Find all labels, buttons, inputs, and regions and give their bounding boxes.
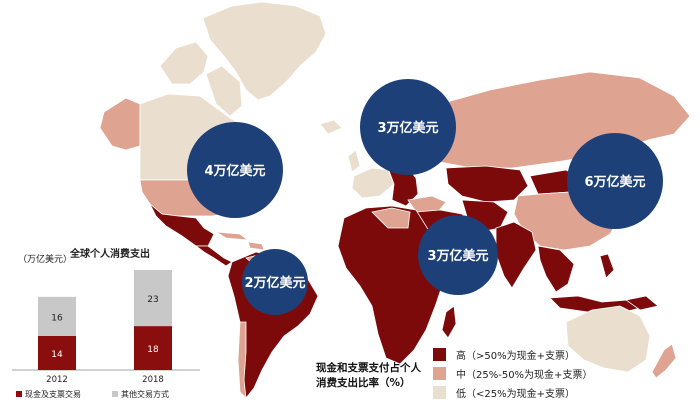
bar-value-label: 18 xyxy=(147,345,159,355)
legend-swatch-medium xyxy=(433,367,446,380)
bubble-europe: 3万亿美元 xyxy=(360,79,456,175)
baffin-island xyxy=(205,65,243,117)
bar-value-label: 16 xyxy=(51,313,63,323)
legend-label-medium: 中（25%-50%为现金+支票） xyxy=(456,370,593,381)
svg-text:3万亿美元: 3万亿美元 xyxy=(377,120,438,136)
bubble-north-america: 4万亿美元 xyxy=(187,122,283,218)
philippines xyxy=(599,253,615,279)
svg-text:2万亿美元: 2万亿美元 xyxy=(244,275,305,291)
legend-swatch-high xyxy=(433,348,446,361)
chart-legend-swatch xyxy=(112,391,118,397)
bar-2018-series-0 xyxy=(134,326,172,370)
legend-swatch-low xyxy=(433,386,446,399)
legend-item-medium: 中（25%-50%为现金+支票） xyxy=(433,366,592,381)
bar-value-label: 14 xyxy=(51,350,63,360)
southeast-asia xyxy=(537,245,575,293)
legend-title-line-1: 现金和支票支付占个人 xyxy=(316,362,421,374)
madagascar xyxy=(441,305,457,339)
legend-label-high: 高（>50%为现金+支票） xyxy=(456,351,575,362)
new-zealand xyxy=(651,343,677,379)
legend-item-low: 低（<25%为现金+支票） xyxy=(433,385,575,400)
central-asia xyxy=(445,165,529,203)
iceland xyxy=(319,119,343,135)
india xyxy=(495,221,537,289)
legend-title: 现金和支票支付占个人 消费支出比率（%） xyxy=(316,361,421,391)
bubble-east-asia: 6万亿美元 xyxy=(567,133,663,229)
alaska xyxy=(99,97,141,151)
bar-2018-series-1 xyxy=(134,270,172,327)
chile-strip xyxy=(237,321,247,400)
cuba xyxy=(215,231,250,241)
svg-text:3万亿美元: 3万亿美元 xyxy=(427,248,488,264)
legend-label-low: 低（<25%为现金+支票） xyxy=(456,389,575,400)
arctic-islands xyxy=(159,41,209,85)
category-tick-label: 2018 xyxy=(142,375,164,385)
bubble-latin-america: 2万亿美元 xyxy=(242,249,308,315)
chart-title: 全球个人消费支出 xyxy=(70,249,150,260)
bubble-middle-east-south-asia: 3万亿美元 xyxy=(418,215,498,295)
north-africa xyxy=(371,207,411,229)
svg-text:4万亿美元: 4万亿美元 xyxy=(204,163,265,179)
mexico xyxy=(149,203,215,247)
chart-unit-label: （万亿美元） xyxy=(18,255,73,265)
caribbean xyxy=(247,241,265,251)
bar-2012-series-1 xyxy=(38,296,76,336)
western-europe xyxy=(351,167,395,199)
central-america xyxy=(194,245,233,267)
chart-legend-label: 其他交易方式 xyxy=(121,389,169,399)
category-tick-label: 2012 xyxy=(46,375,68,385)
bar-value-label: 23 xyxy=(147,295,158,305)
greenland xyxy=(202,1,327,101)
legend-title-line-2: 消费支出比率（%） xyxy=(316,377,411,389)
australia xyxy=(565,305,651,373)
uk xyxy=(347,149,361,173)
papua-new-guinea xyxy=(625,295,659,311)
personal-consumption-chart: 14 16 2012 18 23 2018 现金及支票交易 其他交易方式 xyxy=(12,270,200,399)
chart-legend-swatch xyxy=(16,391,22,397)
chart-legend-label: 现金及支票交易 xyxy=(25,389,81,399)
legend-item-high: 高（>50%为现金+支票） xyxy=(433,347,575,362)
bar-2012-series-0 xyxy=(38,335,76,370)
svg-text:6万亿美元: 6万亿美元 xyxy=(584,174,645,190)
